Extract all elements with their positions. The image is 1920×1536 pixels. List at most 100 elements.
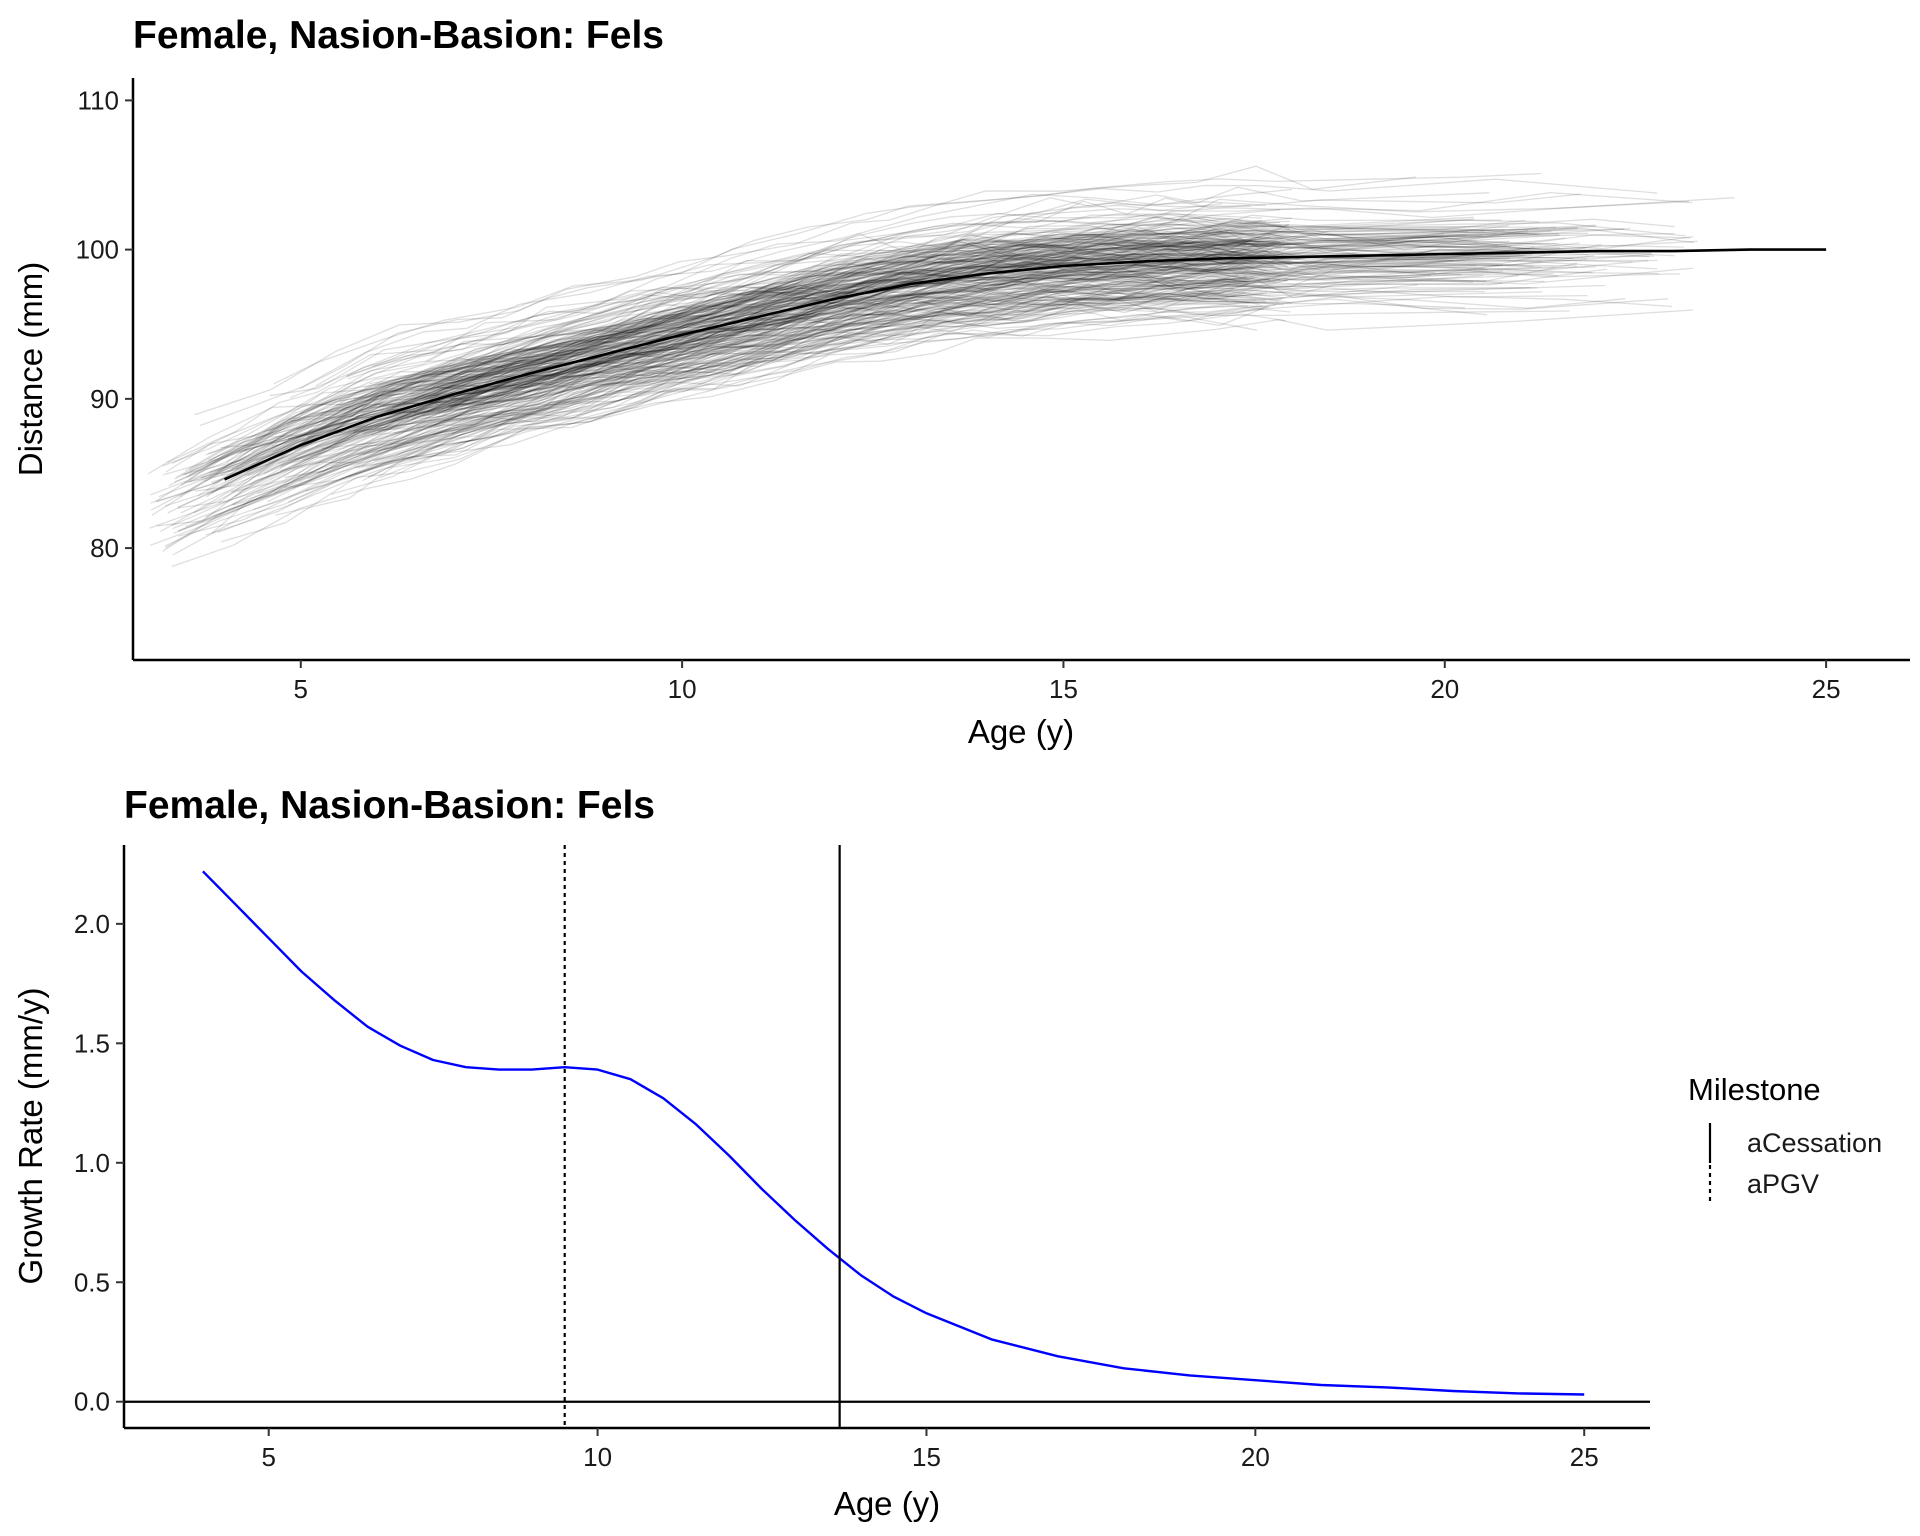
trajectory-line bbox=[156, 238, 1253, 503]
trajectory-line bbox=[180, 248, 1272, 514]
trajectory-line bbox=[245, 254, 1274, 476]
trajectory-line bbox=[244, 219, 1540, 452]
trajectory-line bbox=[433, 232, 1652, 401]
trajectory-line bbox=[177, 283, 1271, 532]
y-tick-label: 100 bbox=[76, 235, 119, 265]
trajectory-line bbox=[206, 228, 1529, 465]
trajectory-line bbox=[384, 277, 1271, 420]
y-tick-label: 1.5 bbox=[74, 1028, 110, 1058]
trajectory-line bbox=[386, 244, 1258, 411]
trajectory-line bbox=[321, 260, 1649, 450]
trajectory-line bbox=[437, 235, 1260, 390]
trajectory-line bbox=[441, 220, 1263, 370]
trajectory-line bbox=[279, 248, 1652, 468]
trajectory-line bbox=[408, 243, 1269, 395]
trajectory-line bbox=[173, 279, 1288, 534]
trajectory-line bbox=[442, 260, 1556, 416]
trajectory-line bbox=[405, 243, 1602, 420]
trajectory-line bbox=[149, 268, 1607, 529]
trajectory-line bbox=[177, 250, 1710, 508]
trajectory-line bbox=[295, 232, 1497, 430]
trajectory-line bbox=[193, 267, 1288, 514]
trajectory-line bbox=[402, 240, 1698, 404]
trajectory-line bbox=[334, 269, 1251, 445]
trajectory-line bbox=[149, 282, 1235, 547]
trajectory-line bbox=[315, 202, 1223, 387]
trajectory-line bbox=[333, 241, 1498, 431]
trajectory-line bbox=[232, 271, 1660, 506]
y-tick-label: 2.0 bbox=[74, 909, 110, 939]
trajectory-line bbox=[353, 223, 1286, 400]
trajectory-line bbox=[164, 291, 1293, 547]
trajectory-line bbox=[340, 295, 1669, 480]
trajectory-line bbox=[453, 252, 1527, 398]
trajectory-line bbox=[335, 247, 1586, 434]
trajectory-line bbox=[289, 261, 1237, 463]
x-tick-label: 25 bbox=[1812, 674, 1841, 704]
y-axis-title-top: Distance (mm) bbox=[12, 262, 49, 477]
trajectory-line bbox=[414, 271, 1436, 414]
trajectory-line bbox=[391, 253, 1284, 422]
trajectory-line bbox=[177, 269, 1489, 509]
trajectory-line bbox=[409, 247, 1282, 391]
trajectory-line bbox=[421, 268, 1239, 416]
trajectory-line bbox=[339, 227, 1539, 402]
trajectory-line bbox=[372, 202, 1251, 367]
trajectory-line bbox=[252, 305, 1248, 511]
trajectory-line bbox=[347, 295, 1237, 478]
trajectory-line bbox=[254, 227, 1223, 439]
trajectory-line bbox=[430, 264, 1503, 409]
trajectory-line bbox=[220, 313, 1286, 543]
trajectory-line bbox=[257, 279, 1487, 495]
growth-rate-line bbox=[202, 870, 1585, 1396]
individual-trajectories bbox=[147, 165, 1735, 568]
trajectory-line bbox=[188, 227, 1631, 476]
x-tick-label: 15 bbox=[1049, 674, 1078, 704]
trajectory-line bbox=[447, 264, 1558, 407]
trajectory-line bbox=[220, 234, 1467, 476]
trajectory-line bbox=[393, 289, 1246, 434]
trajectory-line bbox=[300, 178, 1658, 390]
trajectory-line bbox=[353, 265, 1252, 432]
trajectory-line bbox=[362, 277, 1418, 456]
trajectory-line bbox=[174, 227, 1695, 480]
trajectory-line bbox=[317, 286, 1531, 474]
trajectory-line bbox=[302, 276, 1247, 461]
trajectory-line bbox=[204, 259, 1252, 482]
trajectory-line bbox=[165, 292, 1282, 549]
trajectory-line bbox=[199, 188, 1293, 427]
trajectory-line bbox=[433, 257, 1658, 403]
growth-rate-chart: Female, Nasion-Basion: Fels 5 10 15 20 25 0.… bbox=[12, 784, 1650, 1522]
trajectory-line bbox=[299, 214, 1502, 415]
y-ticks-bottom: 0.0 0.5 1.0 1.5 2.0 bbox=[74, 909, 124, 1417]
trajectory-line bbox=[377, 263, 1500, 417]
trajectory-line bbox=[290, 228, 1485, 422]
trajectory-line bbox=[448, 237, 1566, 381]
trajectory-line bbox=[449, 264, 1275, 409]
trajectory-line bbox=[271, 249, 1650, 447]
trajectory-line bbox=[315, 260, 1275, 448]
trajectory-line bbox=[368, 226, 1468, 385]
trajectory-line bbox=[448, 224, 1258, 368]
trajectory-line bbox=[197, 230, 1521, 497]
trajectory-line bbox=[363, 231, 1254, 389]
x-tick-label: 25 bbox=[1570, 1442, 1599, 1472]
trajectory-line bbox=[257, 257, 1263, 477]
trajectory-line bbox=[342, 227, 1625, 415]
trajectory-line bbox=[294, 265, 1288, 461]
trajectory-line bbox=[375, 286, 1255, 461]
trajectory-line bbox=[287, 252, 1223, 451]
chart-title-bottom: Female, Nasion-Basion: Fels bbox=[124, 784, 655, 827]
trajectory-line bbox=[432, 291, 1267, 436]
trajectory-line bbox=[355, 235, 1530, 418]
trajectory-line bbox=[374, 216, 1474, 388]
trajectory-line bbox=[184, 224, 1596, 476]
trajectory-line bbox=[411, 243, 1247, 402]
trajectory-line bbox=[363, 275, 1230, 435]
trajectory-line bbox=[357, 293, 1284, 469]
x-tick-label: 10 bbox=[668, 674, 697, 704]
trajectory-line bbox=[374, 269, 1593, 429]
trajectory-line bbox=[421, 225, 1245, 377]
x-ticks-top: 5 10 15 20 25 bbox=[294, 660, 1841, 704]
trajectory-line bbox=[239, 233, 1511, 454]
